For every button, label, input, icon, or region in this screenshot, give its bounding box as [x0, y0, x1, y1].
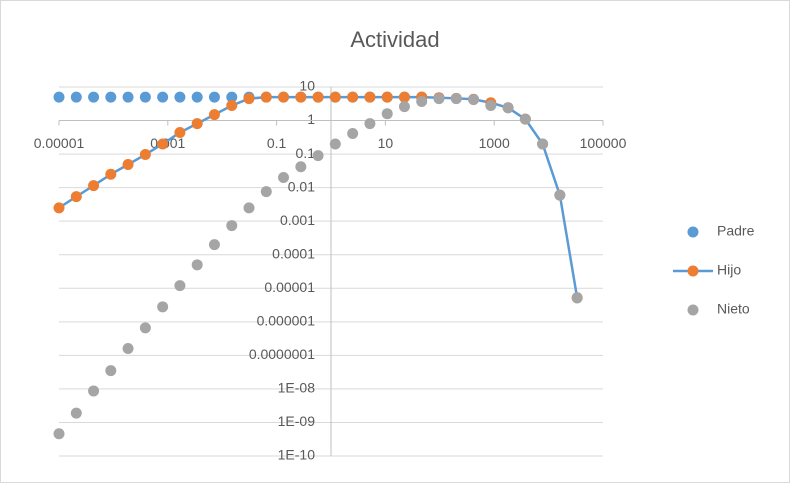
point	[139, 322, 151, 334]
legend-marker	[687, 304, 699, 316]
point	[157, 91, 169, 103]
point	[295, 91, 307, 103]
point	[260, 91, 272, 103]
point	[208, 91, 220, 103]
y-tick-label: 0.000001	[257, 313, 316, 329]
point	[485, 100, 497, 112]
point	[364, 91, 376, 103]
y-tick-label: 0.01	[288, 178, 315, 194]
point	[519, 113, 531, 125]
point	[174, 280, 186, 292]
point	[329, 138, 341, 150]
y-tick-label: 0.0000001	[249, 346, 315, 362]
point	[226, 91, 238, 103]
chart-title: Actividad	[350, 27, 439, 52]
point	[278, 91, 290, 103]
legend-marker	[687, 265, 699, 277]
point	[347, 128, 359, 140]
point	[381, 108, 393, 120]
point	[295, 161, 307, 173]
point	[53, 202, 65, 214]
point	[122, 343, 134, 355]
point	[329, 91, 341, 103]
y-tick-label: 1E-08	[278, 380, 316, 396]
x-tick-label: 0.1	[267, 135, 287, 151]
y-tick-label: 0.00001	[264, 279, 315, 295]
point	[53, 91, 65, 103]
point	[243, 202, 255, 214]
point	[53, 428, 65, 440]
point	[139, 91, 151, 103]
point	[468, 94, 480, 106]
point	[122, 91, 134, 103]
point	[139, 149, 151, 161]
legend-label: Hijo	[717, 262, 741, 278]
point	[347, 91, 359, 103]
point	[226, 100, 238, 112]
point	[243, 93, 255, 105]
point	[571, 292, 583, 304]
point	[157, 138, 169, 150]
point	[260, 186, 272, 198]
point	[191, 91, 203, 103]
point	[174, 91, 186, 103]
legend-label: Padre	[717, 223, 755, 239]
y-tick-label: 10	[299, 78, 315, 94]
point	[554, 189, 566, 201]
point	[450, 93, 462, 105]
point	[70, 91, 82, 103]
y-tick-label: 0.1	[296, 145, 316, 161]
point	[416, 95, 428, 107]
point	[191, 118, 203, 130]
point	[191, 259, 203, 271]
point	[208, 239, 220, 251]
point	[278, 172, 290, 184]
point	[88, 180, 100, 192]
x-tick-label: 1000	[479, 135, 510, 151]
x-tick-label: 0.00001	[34, 135, 85, 151]
point	[174, 127, 186, 139]
point	[226, 220, 238, 232]
y-tick-label: 1E-10	[278, 447, 316, 463]
legend-label: Nieto	[717, 301, 750, 317]
point	[312, 91, 324, 103]
point	[122, 158, 134, 170]
point	[105, 91, 117, 103]
point	[208, 109, 220, 121]
y-tick-label: 1	[307, 111, 315, 127]
point	[70, 191, 82, 203]
point	[537, 138, 549, 150]
point	[88, 385, 100, 397]
point	[70, 407, 82, 419]
point	[398, 91, 410, 103]
y-tick-label: 0.0001	[272, 245, 315, 261]
point	[88, 91, 100, 103]
point	[312, 150, 324, 162]
point	[105, 365, 117, 377]
y-tick-label: 1E-09	[278, 413, 316, 429]
point	[502, 102, 514, 114]
x-tick-label: 100000	[580, 135, 627, 151]
point	[157, 301, 169, 313]
point	[364, 118, 376, 130]
point	[398, 101, 410, 113]
point	[381, 91, 393, 103]
point	[105, 168, 117, 180]
x-tick-label: 10	[378, 135, 394, 151]
y-tick-label: 0.001	[280, 212, 315, 228]
point	[433, 93, 445, 105]
legend-marker	[687, 226, 699, 238]
